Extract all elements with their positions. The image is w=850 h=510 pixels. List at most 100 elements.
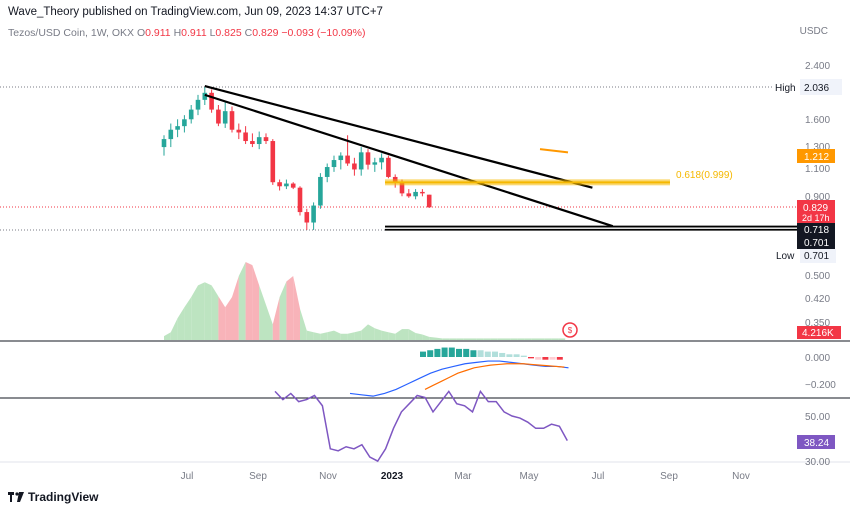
high-value: 0.911 bbox=[181, 27, 207, 39]
high-badge-label: High bbox=[775, 83, 796, 94]
candle-body bbox=[222, 111, 228, 124]
y-tick-label: 0.350 bbox=[805, 318, 830, 329]
macd-histogram-bar bbox=[484, 351, 491, 357]
area-segment bbox=[381, 330, 389, 340]
area-segment bbox=[245, 262, 253, 340]
area-segment bbox=[504, 338, 511, 340]
fib-marker-line bbox=[539, 148, 569, 154]
rsi-badge-value: 38.24 bbox=[804, 438, 829, 449]
candle-body bbox=[270, 141, 276, 183]
low-badge-value: 0.701 bbox=[804, 251, 829, 262]
area-segment bbox=[238, 262, 246, 340]
area-segment bbox=[211, 285, 219, 340]
y-tick-label: 1.300 bbox=[805, 142, 830, 153]
area-segment bbox=[449, 338, 457, 340]
candle-body bbox=[345, 155, 350, 164]
macd-histogram-bar bbox=[528, 357, 534, 359]
candle-body bbox=[413, 191, 418, 197]
area-segment bbox=[327, 330, 334, 340]
low-badge: Low 0.701 bbox=[772, 249, 836, 263]
fib-badge-value: 1.212 bbox=[804, 152, 829, 163]
area-segment bbox=[463, 338, 470, 340]
area-segment bbox=[272, 297, 280, 340]
candle-body bbox=[406, 193, 412, 197]
high-label: H bbox=[173, 27, 182, 39]
fib-label: 0.618(0.999) bbox=[676, 170, 733, 181]
area-segment bbox=[361, 324, 368, 340]
area-segment bbox=[544, 338, 552, 340]
area-segment bbox=[300, 308, 307, 340]
candle-body bbox=[338, 155, 344, 161]
area-segment bbox=[456, 338, 464, 340]
area-segment bbox=[442, 338, 450, 340]
tradingview-logo-icon bbox=[8, 492, 24, 502]
x-tick-label: Jul bbox=[592, 471, 605, 482]
close-label: C bbox=[244, 27, 253, 39]
open-value: 0.911 bbox=[145, 27, 171, 39]
macd-histogram-bar bbox=[441, 347, 448, 357]
low-badge-label: Low bbox=[776, 251, 795, 262]
y-tick-label: 0.900 bbox=[805, 192, 830, 203]
footer-brand[interactable]: TradingView bbox=[8, 490, 98, 504]
candle-body bbox=[331, 160, 337, 168]
y-tick-label: 0.500 bbox=[805, 271, 830, 282]
macd-histogram-bar bbox=[499, 352, 506, 357]
candle-body bbox=[229, 111, 235, 130]
macd-histogram-bar bbox=[427, 350, 434, 357]
high-badge: High 2.036 bbox=[772, 79, 842, 95]
area-segment bbox=[538, 338, 545, 340]
candle-body bbox=[426, 194, 432, 208]
x-tick-label: Jul bbox=[181, 471, 194, 482]
trendline bbox=[204, 85, 593, 189]
macd-histogram-bar bbox=[520, 355, 527, 357]
area-segment bbox=[177, 307, 185, 340]
area-segment bbox=[476, 338, 484, 340]
area-segment bbox=[252, 265, 260, 340]
symbol-name[interactable]: Tezos/USD Coin, 1W, OKX bbox=[8, 27, 135, 39]
macd-histogram-bar bbox=[513, 354, 520, 357]
low-value: 0.825 bbox=[215, 27, 242, 39]
svg-text:$: $ bbox=[568, 326, 573, 335]
area-segment bbox=[293, 276, 300, 340]
candle-body bbox=[263, 137, 269, 142]
area-segment bbox=[415, 332, 423, 340]
macd-histogram-bar bbox=[456, 348, 462, 357]
macd-histogram-bar bbox=[434, 348, 441, 357]
macd-histogram-bar bbox=[556, 357, 563, 360]
x-tick-label: Sep bbox=[660, 471, 678, 482]
area-segment bbox=[497, 338, 504, 340]
macd-histogram-bar bbox=[448, 347, 455, 357]
x-tick-label: May bbox=[520, 471, 539, 482]
area-segment bbox=[558, 338, 566, 340]
area-segment bbox=[320, 332, 328, 340]
low-label: L bbox=[209, 27, 216, 39]
area-segment bbox=[374, 328, 382, 340]
close-value: 0.829 bbox=[252, 27, 279, 39]
macd-histogram-bar bbox=[492, 351, 498, 357]
rsi-badge: 38.24 bbox=[797, 435, 835, 449]
y-tick-label: 0.420 bbox=[805, 294, 830, 305]
x-tick-label: 2023 bbox=[381, 471, 404, 482]
macd-histogram-bar bbox=[463, 348, 470, 357]
macd-histogram-bar bbox=[542, 357, 549, 360]
price-badge-value: 0.829 bbox=[803, 203, 828, 214]
area-segment bbox=[388, 332, 396, 340]
fib-badge: 1.212 bbox=[797, 149, 835, 163]
y-tick-label: 30.00 bbox=[805, 457, 830, 468]
event-flag-icon[interactable]: $ bbox=[562, 322, 578, 338]
area-segment bbox=[354, 330, 362, 340]
candle-body bbox=[318, 176, 323, 206]
area-segment bbox=[191, 285, 198, 340]
rsi-line bbox=[274, 389, 568, 463]
area-segment bbox=[170, 318, 178, 340]
candle-body bbox=[304, 212, 310, 223]
area-segment bbox=[517, 338, 525, 340]
candle-body bbox=[352, 163, 357, 170]
candle-body bbox=[209, 92, 214, 110]
area-segment bbox=[225, 297, 232, 340]
x-tick-label: Sep bbox=[249, 471, 267, 482]
area-segment bbox=[395, 329, 402, 340]
open-label: O bbox=[136, 27, 146, 39]
macd-histogram-bar bbox=[535, 357, 542, 360]
